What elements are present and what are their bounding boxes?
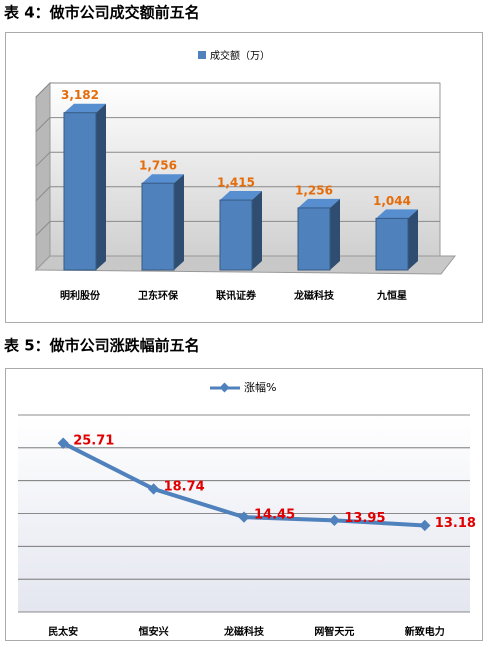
data-label: 13.18 — [435, 516, 476, 531]
data-label: 14.45 — [254, 508, 295, 523]
grid-line — [35, 186, 440, 202]
x-tick-label: 明利股份 — [60, 289, 101, 302]
bar-front — [219, 199, 253, 271]
x-tick-label: 联讯证券 — [216, 289, 257, 302]
bar-top — [376, 209, 418, 219]
data-label: 25.71 — [73, 434, 114, 449]
marker — [147, 483, 160, 495]
bar — [63, 103, 106, 271]
bar-side — [408, 209, 418, 270]
bar — [141, 174, 184, 271]
bar-top — [298, 198, 340, 208]
marker — [419, 519, 431, 532]
grid-line — [35, 82, 440, 98]
bar-top — [64, 103, 106, 113]
x-tick-label: 九恒星 — [376, 289, 407, 302]
side-wall — [35, 81, 51, 272]
data-label: 3,182 — [61, 88, 99, 102]
data-label: 1,256 — [295, 183, 333, 197]
data-label: 18.74 — [164, 479, 205, 494]
bar — [375, 209, 418, 271]
heading: 表 4：做市公司成交额前五名 — [4, 4, 200, 22]
bar-front — [141, 182, 175, 271]
bar — [297, 198, 340, 271]
marker — [57, 437, 69, 449]
x-tick-label: 网智天元 — [314, 625, 354, 638]
bar-side — [174, 174, 184, 270]
bar-front — [63, 112, 97, 271]
x-tick-label: 龙磁科技 — [223, 625, 265, 638]
x-tick-label: 恒安兴 — [139, 625, 169, 638]
data-label: 1,044 — [373, 194, 411, 208]
bar-side — [252, 191, 262, 270]
legend-marker — [219, 382, 230, 393]
data-label: 13.95 — [344, 511, 385, 526]
x-tick-label: 卫东环保 — [138, 289, 179, 302]
bar-top — [142, 174, 184, 184]
legend-label: 成交额（万） — [210, 49, 270, 62]
x-tick-label: 龙磁科技 — [293, 289, 335, 302]
legend-swatch — [198, 51, 206, 59]
heading: 表 5：做市公司涨跌幅前五名 — [4, 337, 200, 355]
bar-front — [375, 217, 409, 271]
data-label: 1,756 — [139, 159, 177, 173]
bar-side — [96, 103, 106, 270]
bar-side — [330, 198, 340, 270]
marker — [238, 511, 250, 523]
x-tick-label: 新致电力 — [405, 625, 445, 638]
legend-label: 涨幅% — [244, 381, 276, 394]
data-label: 1,415 — [217, 176, 255, 190]
grid-line — [35, 117, 440, 132]
marker — [328, 514, 341, 527]
grid-line — [35, 151, 440, 167]
x-tick-label: 民太安 — [48, 625, 78, 638]
bar-front — [297, 207, 331, 271]
bar-top — [220, 191, 262, 201]
bar — [219, 191, 262, 271]
